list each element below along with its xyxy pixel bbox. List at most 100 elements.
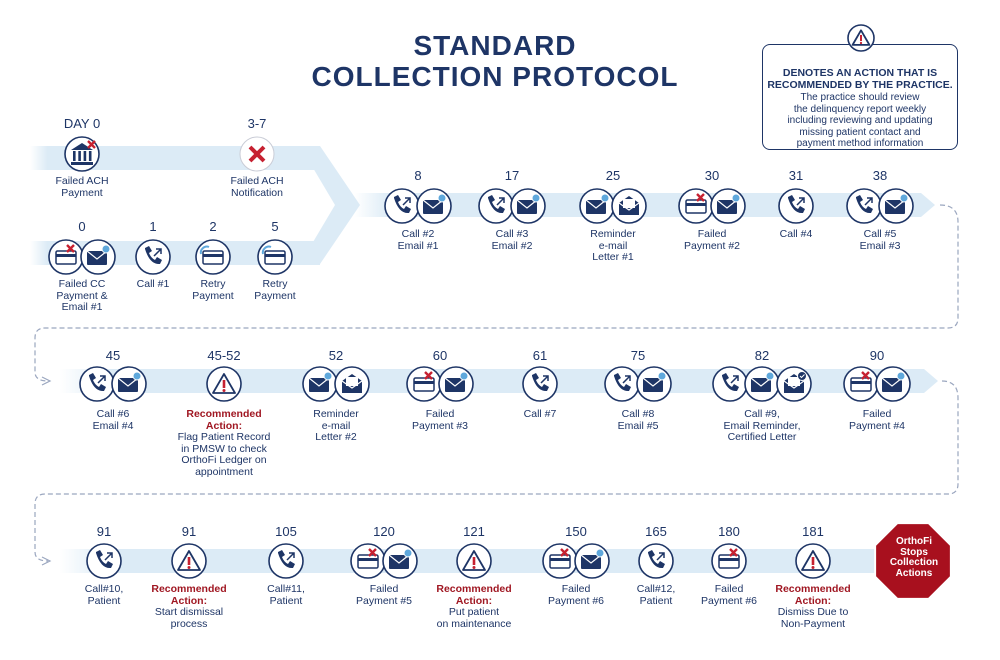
step-label-line: Email #5 <box>617 419 659 432</box>
call-icon <box>638 543 674 579</box>
step-label-line: e-mail <box>598 239 628 252</box>
legend-title-line-2: RECOMMENDED BY THE PRACTICE. <box>767 79 953 91</box>
call-icon <box>522 366 558 402</box>
call-icon <box>135 239 171 275</box>
email-icon <box>302 366 338 402</box>
step-label: Recommended Action: Flag Patient Record in … <box>177 408 271 478</box>
step-label: Call #9, Email Reminder, Certified Letter <box>723 408 800 444</box>
recommended-label: Recommended <box>151 583 227 595</box>
step-label: Call #7 <box>523 408 557 421</box>
step-label-line: Email #3 <box>859 239 901 252</box>
day-label: 2 <box>209 219 217 234</box>
day-label: 121 <box>463 524 485 539</box>
warning-icon <box>206 366 242 402</box>
letter-icon <box>334 366 370 402</box>
call-icon <box>478 188 514 224</box>
day-label: 91 <box>181 524 197 539</box>
legend-title-line-1: DENOTES AN ACTION THAT IS <box>782 67 938 79</box>
step-label-line: Failed ACH <box>55 175 109 187</box>
call-icon <box>604 366 640 402</box>
email-icon <box>111 366 147 402</box>
step-label: Failed Payment #3 <box>412 408 468 432</box>
step-label-line: Call #9, <box>744 408 780 420</box>
step-label-line: Failed <box>697 228 727 240</box>
step-label-line: Failed <box>369 583 399 595</box>
step-label-line: Reminder <box>313 408 359 420</box>
day-label: 91 <box>96 524 112 539</box>
recommended-label: Recommended <box>186 408 262 420</box>
card-fail-icon <box>711 543 747 579</box>
step-label: Failed CC Payment & Email #1 <box>56 278 107 314</box>
legend-body-line: The practice should review <box>800 92 920 103</box>
step-label-line: Payment #6 <box>547 594 605 607</box>
warning-icon <box>795 543 831 579</box>
email-icon <box>382 543 418 579</box>
card-fail-icon <box>678 188 714 224</box>
certified-letter-icon <box>776 366 812 402</box>
bank-fail-icon <box>64 136 100 172</box>
page-title: STANDARD COLLECTION PROTOCOL <box>255 30 735 92</box>
step-label: Failed Payment #6 <box>547 583 605 607</box>
stop-sign-line: Stops <box>900 546 928 558</box>
step-label: Failed ACH Payment <box>55 175 109 199</box>
day-label: 181 <box>802 524 824 539</box>
band-merge-arrow <box>300 146 360 264</box>
step-label-line: Put patient <box>448 606 500 618</box>
step-label: Call #2 Email #1 <box>398 228 439 252</box>
card-fail-icon <box>843 366 879 402</box>
call-icon <box>268 543 304 579</box>
day-label: 1 <box>149 219 157 234</box>
legend-body-line: missing patient contact and <box>799 126 921 138</box>
step-label: Reminder e-mail Letter #1 <box>590 228 636 264</box>
call-icon <box>778 188 814 224</box>
step-label: Retry Payment <box>254 278 295 302</box>
recommended-label: Recommended <box>436 583 512 595</box>
step-label-line: Call #4 <box>779 228 813 240</box>
step-label-line: Call #1 <box>136 278 170 290</box>
step-label-line: Failed ACH <box>230 175 284 187</box>
step-label-line: Failed <box>425 408 455 420</box>
day-label: 60 <box>432 348 448 363</box>
connector-row2-row3 <box>34 380 959 562</box>
legend-body-line: payment method information <box>796 138 924 149</box>
email-icon <box>438 366 474 402</box>
step-label-line: Call #2 <box>401 228 435 240</box>
step-label: Call #4 <box>779 228 813 241</box>
legend-title: DENOTES AN ACTION THAT IS RECOMMENDED BY… <box>763 67 957 91</box>
day-label: 180 <box>718 524 740 539</box>
step-label-line: Email #4 <box>92 419 134 432</box>
email-icon <box>875 366 911 402</box>
day-label: 150 <box>565 524 587 539</box>
legend-box: DENOTES AN ACTION THAT IS RECOMMENDED BY… <box>762 24 958 150</box>
day-label: 45-52 <box>207 348 241 363</box>
step-label: Call#11, Patient <box>267 583 305 607</box>
step-label-line: Payment <box>61 186 103 199</box>
stop-sign-icon <box>874 522 952 600</box>
step-label-line: Letter #2 <box>315 431 357 443</box>
card-retry-icon <box>195 239 231 275</box>
step-label-line: Call #7 <box>523 408 557 420</box>
step-label-line: Retry <box>262 278 288 290</box>
step-label-line: on maintenance <box>436 617 512 630</box>
step-label-line: Call #5 <box>863 228 897 240</box>
step-label-line: Email #1 <box>61 301 103 313</box>
step-label-line: Failed CC <box>58 278 106 290</box>
call-icon <box>846 188 882 224</box>
step-label-line: Certified Letter <box>727 431 797 443</box>
step-label: Retry Payment <box>192 278 233 302</box>
step-label-line: Email #2 <box>491 239 533 252</box>
step-label: Recommended Action: Put patient on maintena… <box>436 583 512 630</box>
day-label: 82 <box>754 348 770 363</box>
step-label-line: Dismiss Due to <box>777 606 849 618</box>
warning-icon <box>456 543 492 579</box>
recommended-label: Action: <box>455 594 493 607</box>
title-line-2: COLLECTION PROTOCOL <box>311 61 679 92</box>
step-label-line: in PMSW to check <box>181 442 267 455</box>
step-label-line: Call#10, <box>84 583 124 595</box>
legend-body-line: the delinquency report weekly <box>793 103 927 115</box>
step-label-line: Flag Patient Record <box>177 431 271 443</box>
day-label: 17 <box>504 168 520 183</box>
letter-icon <box>611 188 647 224</box>
email-icon <box>416 188 452 224</box>
